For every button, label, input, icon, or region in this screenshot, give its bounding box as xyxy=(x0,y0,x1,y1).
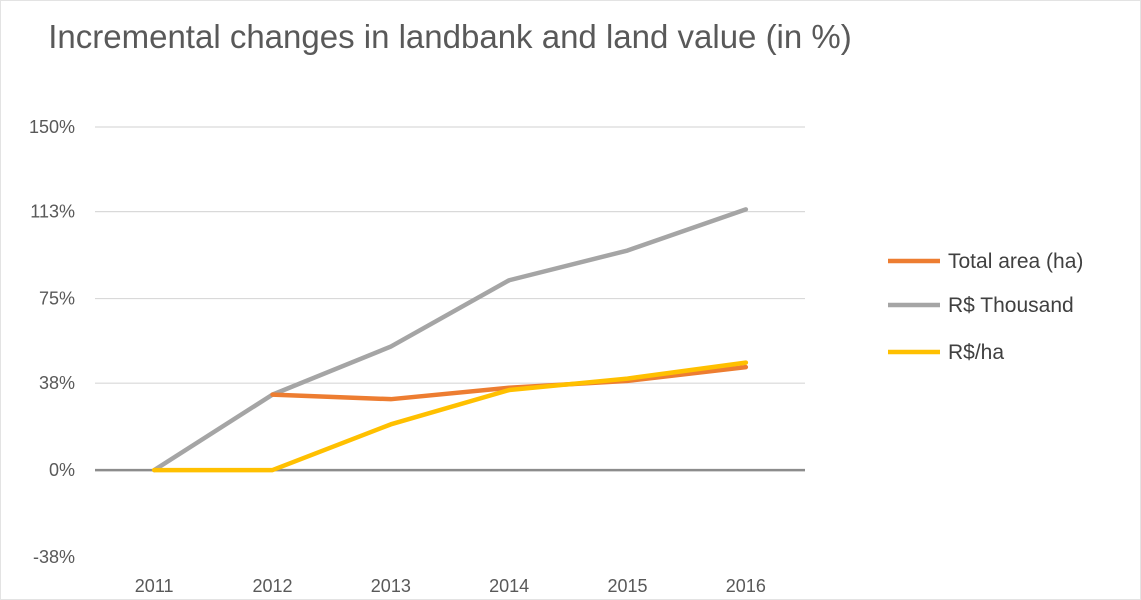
x-tick-label: 2012 xyxy=(252,576,292,596)
y-tick-label: -38% xyxy=(33,547,75,567)
legend-label: R$/ha xyxy=(948,341,1004,364)
x-tick-label: 2016 xyxy=(726,576,766,596)
series-line-r-thousand xyxy=(151,207,749,473)
chart-title: Incremental changes in landbank and land… xyxy=(48,18,852,55)
x-tick-label: 2013 xyxy=(371,576,411,596)
y-tick-label: 113% xyxy=(30,202,75,222)
y-tick-label: 75% xyxy=(39,289,75,309)
y-tick-label: 150% xyxy=(29,117,75,137)
x-tick-label: 2011 xyxy=(135,576,174,596)
y-tick-label: 38% xyxy=(39,373,75,393)
legend: Total area (ha) R$ Thousand R$/ha xyxy=(888,250,1083,364)
gridlines xyxy=(95,126,805,472)
series-line-total-area-ha xyxy=(270,364,749,402)
x-tick-label: 2014 xyxy=(489,576,529,596)
x-axis-ticks: 2011 2012 2013 2014 2015 2016 xyxy=(135,576,766,596)
legend-label: Total area (ha) xyxy=(948,250,1083,273)
series-line-r-ha xyxy=(151,360,749,473)
x-tick-label: 2015 xyxy=(607,576,647,596)
y-tick-label: 0% xyxy=(49,460,75,480)
series-lines xyxy=(151,207,749,473)
legend-label: R$ Thousand xyxy=(948,294,1074,317)
y-axis-ticks: -38% 0% 38% 75% 113% 150% xyxy=(29,117,75,567)
